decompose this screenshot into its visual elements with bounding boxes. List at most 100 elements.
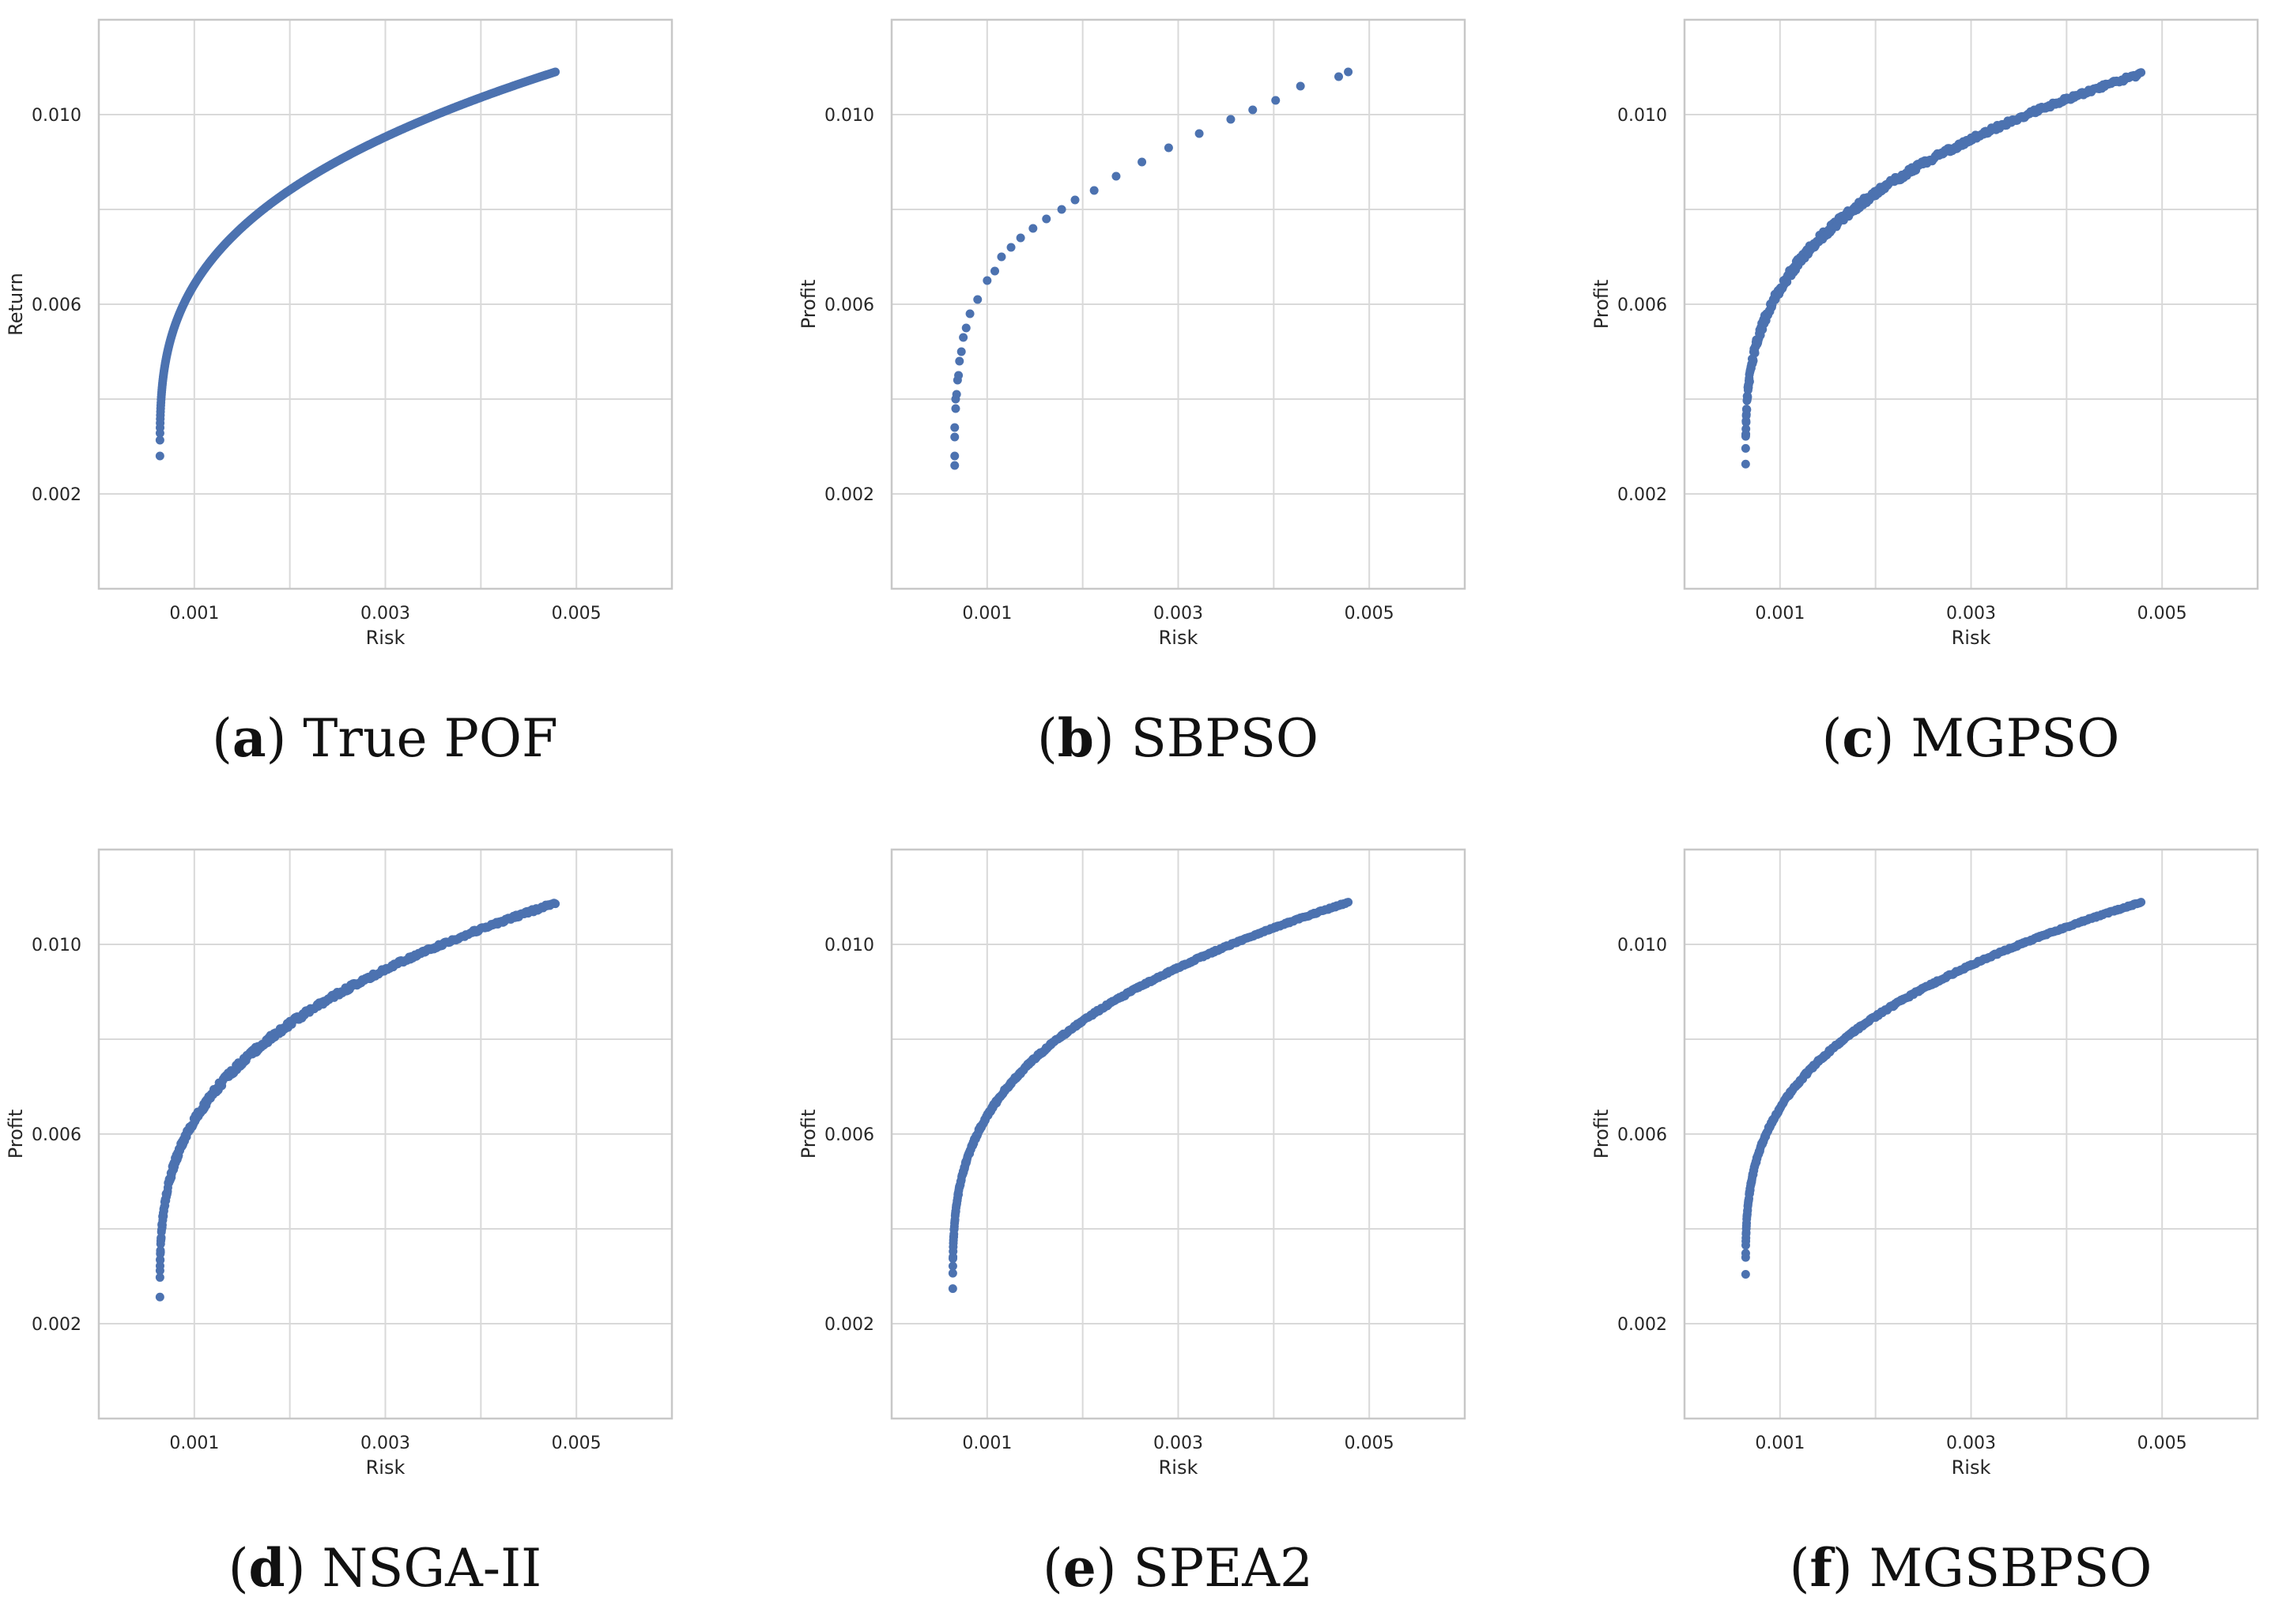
x-tick-label: 0.005	[1345, 1434, 1394, 1453]
data-point	[1750, 349, 1760, 358]
x-tick-label: 0.003	[360, 1434, 410, 1453]
data-point	[1741, 417, 1751, 427]
data-point	[1248, 105, 1258, 115]
plot-frame	[1683, 848, 2259, 1420]
data-point	[1194, 129, 1204, 138]
data-point	[155, 1272, 164, 1282]
y-axis-label: Profit	[5, 1110, 27, 1159]
y-tick-label: 0.010	[32, 106, 81, 126]
gridlines	[99, 850, 672, 1419]
caption-letter: c	[1842, 707, 1874, 769]
x-tick-label: 0.001	[962, 604, 1012, 624]
caption-text: MGPSO	[1911, 708, 2120, 769]
data-point	[948, 1261, 957, 1271]
panel-mgsbpso: 0.001 0.003 0.005 0.002 0.006 0.010 Risk Profit	[1590, 848, 2259, 1479]
x-axis-label: Risk	[1159, 1456, 1198, 1479]
y-tick-label: 0.006	[32, 296, 81, 315]
caption-text: SBPSO	[1130, 708, 1319, 769]
y-axis-label: Profit	[798, 280, 820, 330]
x-tick-label: 0.005	[2137, 604, 2187, 624]
caption-text: NSGA-II	[322, 1538, 542, 1599]
data-point	[155, 1292, 164, 1302]
y-tick-label: 0.006	[824, 296, 874, 315]
data-point	[997, 252, 1006, 262]
caption-mgsbpso: (f) MGSBPSO	[1789, 1537, 2152, 1599]
data-point	[973, 295, 983, 304]
data-point	[948, 1268, 957, 1278]
data-point	[155, 451, 164, 461]
data-point	[965, 309, 975, 318]
x-tick-label: 0.001	[169, 604, 219, 624]
caption-letter: b	[1057, 707, 1094, 769]
x-tick-label: 0.005	[1345, 604, 1394, 624]
data-point	[950, 461, 960, 470]
caption-text: MGSBPSO	[1869, 1538, 2152, 1599]
y-tick-label: 0.002	[1617, 1315, 1667, 1335]
y-tick-label: 0.010	[824, 936, 874, 955]
data-point	[1042, 214, 1051, 224]
plot-frame	[97, 848, 673, 1420]
data-point	[956, 347, 966, 356]
data-point	[551, 899, 560, 909]
y-axis-label: Return	[5, 273, 27, 336]
y-axis-label: Profit	[1590, 280, 1613, 330]
plot-frame	[890, 848, 1466, 1420]
x-tick-label: 0.001	[1755, 604, 1805, 624]
data-point	[959, 333, 968, 342]
plot-frame	[890, 18, 1466, 590]
data-point	[950, 423, 960, 432]
data-point	[1743, 393, 1752, 402]
data-point	[1070, 195, 1080, 205]
data-point	[1749, 356, 1758, 366]
data-point	[1741, 1270, 1750, 1279]
data-point	[1226, 115, 1236, 124]
panel-true-pof: 0.001 0.003 0.005 0.002 0.006 0.010 Risk Return	[5, 18, 673, 649]
x-tick-label: 0.005	[552, 604, 602, 624]
gridlines	[1685, 850, 2258, 1419]
scatter-series	[155, 899, 560, 1302]
y-tick-label: 0.002	[32, 485, 81, 505]
data-point	[156, 1247, 165, 1257]
data-point	[2137, 68, 2146, 77]
scatter-series	[155, 67, 560, 461]
caption-spea2: (e) SPEA2	[1043, 1537, 1313, 1599]
caption-nsga-ii: (d) NSGA-II	[228, 1537, 542, 1599]
data-point	[1089, 186, 1099, 195]
data-point	[155, 435, 164, 445]
data-point	[1741, 424, 1751, 434]
data-point	[990, 266, 999, 276]
data-point	[1334, 72, 1343, 81]
data-point	[1271, 96, 1281, 105]
x-tick-label: 0.001	[169, 1434, 219, 1453]
data-point	[1138, 157, 1147, 167]
data-point	[1344, 898, 1353, 907]
x-axis-label: Risk	[1952, 627, 1991, 649]
data-point	[1028, 224, 1038, 233]
data-point	[1742, 405, 1752, 414]
data-point	[954, 371, 964, 380]
panel-sbpso: 0.001 0.003 0.005 0.002 0.006 0.010 Risk Profit	[798, 18, 1466, 649]
data-point	[983, 276, 992, 285]
data-point	[1296, 81, 1305, 91]
panel-spea2: 0.001 0.003 0.005 0.002 0.006 0.010 Risk Profit	[798, 848, 1466, 1479]
caption-letter: d	[248, 1537, 285, 1599]
x-tick-label: 0.001	[962, 1434, 1012, 1453]
data-point	[955, 356, 964, 366]
caption-letter: e	[1062, 1537, 1096, 1599]
data-point	[951, 404, 960, 413]
y-tick-label: 0.002	[824, 1315, 874, 1335]
x-tick-label: 0.005	[2137, 1434, 2187, 1453]
x-tick-label: 0.001	[1755, 1434, 1805, 1453]
y-tick-label: 0.006	[1617, 1125, 1667, 1145]
data-point	[1164, 143, 1173, 153]
x-tick-label: 0.003	[1946, 1434, 1996, 1453]
x-tick-label: 0.003	[1153, 1434, 1203, 1453]
caption-letter: f	[1809, 1537, 1832, 1599]
plot-frame	[1683, 18, 2259, 590]
y-tick-label: 0.010	[32, 936, 81, 955]
data-point	[156, 1256, 165, 1265]
gridlines	[1685, 20, 2258, 589]
scatter-series	[1741, 68, 2146, 469]
data-point	[1741, 443, 1750, 453]
data-point	[1057, 205, 1066, 214]
